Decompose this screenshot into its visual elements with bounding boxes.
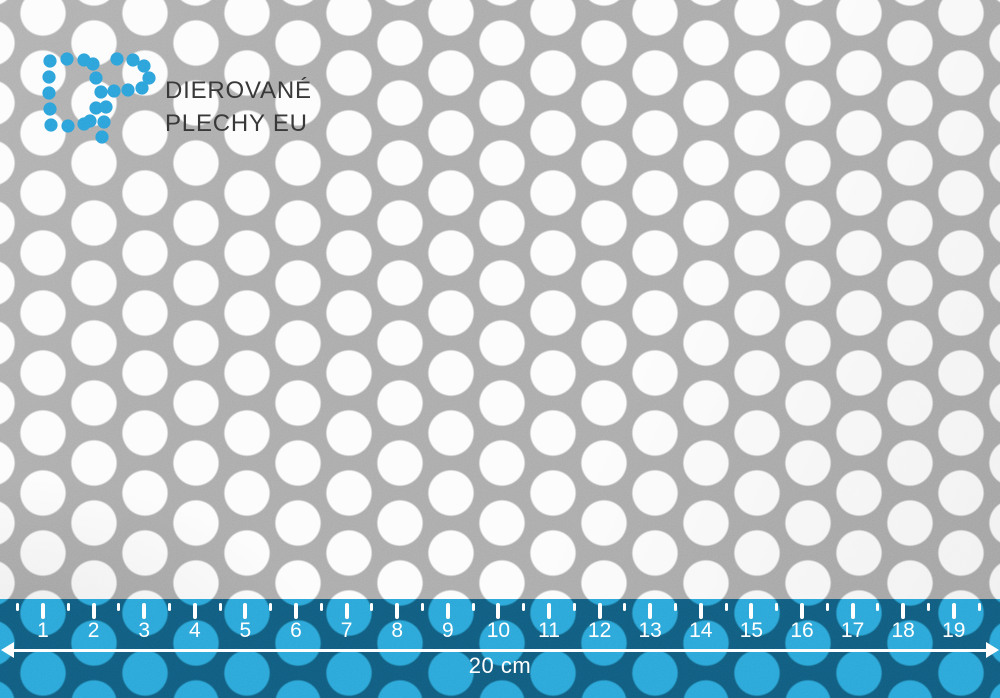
- ruler-number: 9: [441, 619, 454, 642]
- ruler-number: 1: [37, 619, 49, 642]
- ruler-tick-cm: [749, 603, 754, 619]
- ruler-number: 11: [538, 619, 560, 642]
- ruler-number: 8: [391, 619, 404, 642]
- ruler-number: 3: [138, 619, 151, 642]
- ruler-tick-half-cm: [471, 603, 475, 611]
- ruler-tick-half-cm: [876, 603, 880, 611]
- ruler-tick-cm: [142, 603, 147, 619]
- ruler-tick-half-cm: [724, 603, 728, 611]
- ruler-tick-half-cm: [674, 603, 677, 611]
- ruler-span-line: [10, 649, 990, 652]
- ruler-tick-cm: [648, 603, 653, 619]
- ruler-number: 13: [638, 619, 662, 642]
- ruler-tick-half-cm: [825, 603, 829, 611]
- ruler-number: 7: [340, 619, 353, 642]
- ruler-tick-half-cm: [623, 603, 627, 611]
- ruler-tick-half-cm: [269, 603, 273, 611]
- brand-logo: DIEROVANÉ PLECHY EU: [165, 74, 312, 140]
- ruler-tick-cm: [547, 603, 551, 619]
- ruler-tick-cm: [294, 603, 298, 619]
- ruler-total-label: 20 cm: [468, 653, 532, 678]
- brand-name-line2: PLECHY EU: [165, 110, 308, 137]
- ruler-tick-cm: [850, 603, 855, 619]
- ruler-tick-half-cm: [66, 603, 70, 611]
- ruler-tick-cm: [445, 603, 450, 619]
- ruler-tick-half-cm: [319, 603, 323, 611]
- ruler-number: 15: [739, 619, 764, 642]
- ruler-tick-cm: [91, 603, 96, 619]
- ruler-tick-cm: [192, 603, 197, 619]
- ruler-tick-half-cm: [168, 603, 171, 611]
- brand-name-line1: DIEROVANÉ: [165, 77, 312, 104]
- ruler-number: 2: [87, 619, 100, 642]
- ruler-tick-cm: [597, 603, 602, 619]
- ruler-number: 5: [239, 619, 252, 642]
- ruler-tick-cm: [395, 603, 400, 619]
- ruler-tick-half-cm: [522, 603, 526, 611]
- ruler-number: 6: [290, 619, 302, 642]
- ruler-tick-half-cm: [117, 603, 121, 611]
- ruler-tick-half-cm: [16, 603, 20, 611]
- ruler-tick-half-cm: [370, 603, 374, 611]
- ruler-number: 16: [790, 619, 814, 642]
- ruler-tick-half-cm: [421, 603, 424, 611]
- ruler-number: 18: [891, 619, 915, 642]
- ruler-tick-half-cm: [775, 603, 779, 611]
- ruler-tick-cm: [243, 603, 248, 619]
- ruler-tick-half-cm: [927, 603, 930, 611]
- ruler-number: 14: [689, 619, 713, 642]
- ruler-tick-cm: [344, 603, 349, 619]
- ruler-number: 4: [188, 619, 201, 642]
- measurement-ruler: 1 2 3 4 5 6 7 8 9 10 11 12 13 14 15 16 17 18 19 20 cm: [0, 599, 1000, 698]
- ruler-tick-half-cm: [572, 603, 576, 611]
- ruler-tick-cm: [951, 603, 956, 619]
- ruler-number: 12: [587, 619, 612, 642]
- ruler-tick-half-cm: [977, 603, 981, 611]
- ruler-tick-cm: [800, 603, 804, 619]
- ruler-tick-cm: [901, 603, 906, 619]
- ruler-tick-cm: [496, 603, 501, 619]
- ruler-tick-cm: [41, 603, 45, 619]
- ruler-number: 10: [486, 619, 511, 642]
- ruler-number: 19: [942, 619, 966, 642]
- ruler-tick-cm: [698, 603, 703, 619]
- ruler-tick-half-cm: [218, 603, 222, 611]
- ruler-number: 17: [840, 619, 865, 642]
